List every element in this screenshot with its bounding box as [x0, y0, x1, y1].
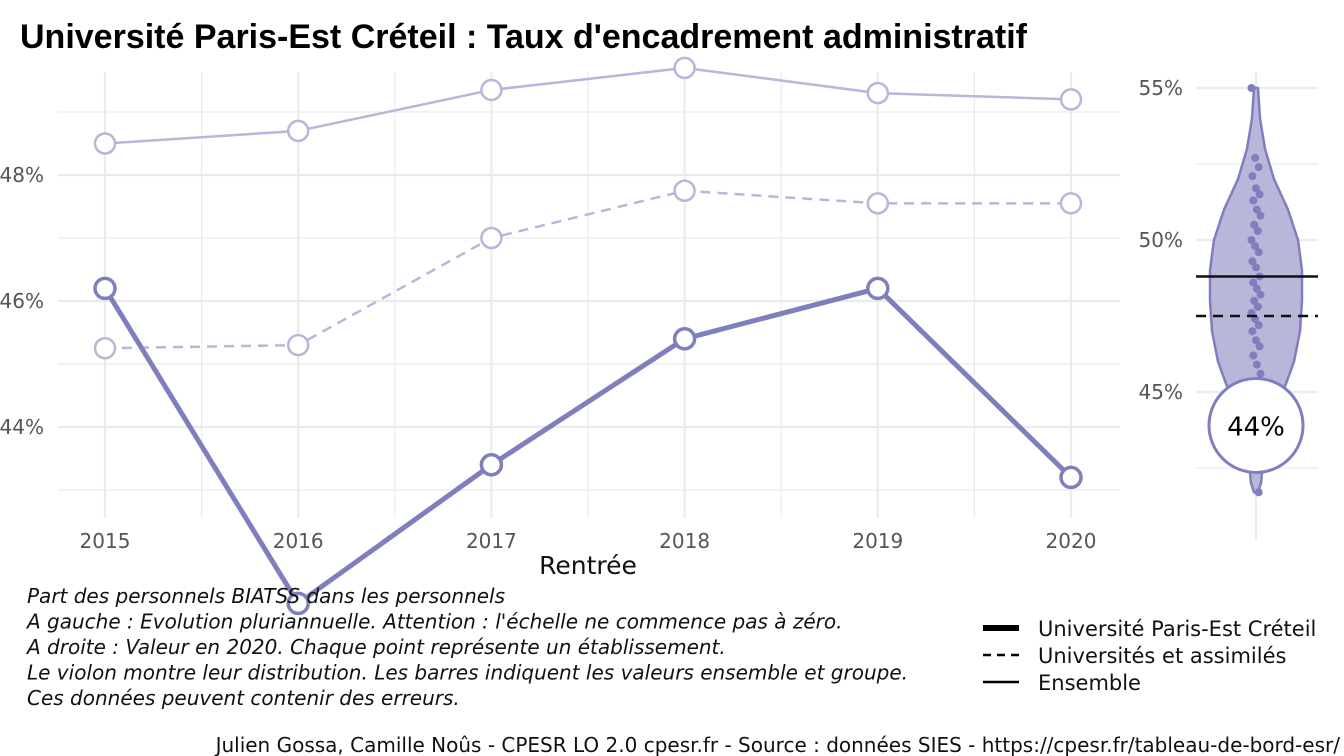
data-point	[866, 192, 890, 215]
violin-point	[1248, 172, 1257, 181]
violin-point	[1247, 84, 1256, 92]
x-tick-label: 2019	[852, 529, 903, 553]
violin-point	[1254, 488, 1263, 497]
highlight-badge	[1207, 376, 1305, 474]
violin-point	[1252, 184, 1260, 193]
left-panel-series	[93, 56, 1083, 616]
violin-plot: 44%	[1196, 84, 1318, 497]
data-point	[673, 179, 696, 202]
chart-title: Université Paris-Est Créteil : Taux d'en…	[20, 18, 1028, 56]
violin-point	[1256, 369, 1265, 378]
data-point	[480, 226, 503, 250]
violin-point	[1252, 360, 1261, 369]
note-line: A gauche : Evolution pluriannuelle. Atte…	[25, 610, 843, 634]
violin-point	[1248, 327, 1257, 336]
note-line: Ces données peuvent contenir des erreurs…	[27, 686, 460, 710]
series-line-1	[104, 189, 1071, 350]
note-line: Part des personnels BIATSS dans les pers…	[27, 584, 505, 608]
violin-point	[1254, 321, 1263, 330]
x-tick-label: 2017	[466, 529, 517, 553]
violin-point	[1254, 163, 1263, 172]
violin-point	[1256, 211, 1265, 220]
data-point	[479, 453, 504, 477]
violin-point	[1255, 342, 1264, 351]
legend-label: Ensemble	[1038, 671, 1141, 695]
y-tick-label: 45%	[1139, 380, 1183, 404]
x-tick-label: 2015	[80, 529, 131, 553]
violin-point	[1251, 153, 1260, 162]
data-point	[286, 119, 310, 143]
data-point	[1059, 88, 1083, 111]
data-point	[480, 78, 503, 102]
violin-point	[1250, 296, 1259, 305]
source-caption: Julien Gossa, Camille Noûs - CPESR LO 2.…	[214, 733, 1341, 756]
x-tick-label: 2018	[659, 529, 710, 553]
data-point	[866, 81, 890, 105]
note-line: A droite : Valeur en 2020. Chaque point …	[25, 635, 726, 659]
x-axis-label: Rentrée	[539, 551, 637, 580]
violin-point	[1252, 263, 1260, 272]
data-point	[93, 276, 117, 301]
violin-point	[1247, 236, 1256, 244]
violin-point	[1248, 257, 1257, 266]
violin-point	[1253, 226, 1262, 235]
y-tick-label: 50%	[1139, 228, 1183, 252]
violin-point	[1249, 278, 1258, 287]
data-point	[1059, 465, 1083, 490]
legend-label: Universités et assimilés	[1038, 644, 1286, 668]
violin-point	[1252, 205, 1261, 214]
data-point	[1059, 192, 1083, 215]
violin-point	[1253, 302, 1262, 311]
series-line-0	[102, 285, 1073, 606]
data-point	[673, 56, 696, 80]
data-point	[93, 337, 117, 360]
violin-point	[1252, 336, 1260, 345]
x-tick-label: 2020	[1046, 529, 1097, 553]
data-point	[672, 327, 697, 351]
x-tick-label: 2016	[273, 529, 324, 553]
series-line-2	[104, 66, 1072, 145]
y-tick-label: 55%	[1139, 76, 1183, 100]
violin-point	[1252, 284, 1261, 293]
data-point	[866, 276, 890, 301]
left-panel-grid	[58, 72, 1120, 518]
y-tick-label: 48%	[0, 163, 44, 187]
violin-point	[1250, 220, 1259, 229]
data-point	[286, 591, 310, 616]
y-tick-label: 44%	[0, 415, 44, 439]
violin-point	[1255, 190, 1264, 199]
violin-point	[1256, 290, 1265, 299]
left-panel-axes: 44% 46% 48% 2015 2016 2017 2018 2019 2020	[0, 163, 1096, 553]
violin-point	[1249, 351, 1258, 360]
legend-label: Université Paris-Est Créteil	[1038, 617, 1316, 641]
y-tick-label: 46%	[0, 289, 44, 313]
data-point	[93, 132, 117, 155]
data-point	[286, 333, 310, 357]
violin-point	[1251, 242, 1260, 251]
notes-block: Part des personnels BIATSS dans les pers…	[25, 584, 908, 710]
violin-point	[1254, 248, 1263, 257]
violin-point	[1249, 196, 1258, 205]
legend: Université Paris-Est Créteil Universités …	[983, 617, 1316, 695]
highlight-value-label: 44%	[1227, 412, 1285, 442]
note-line: Le violon montre leur distribution. Les …	[27, 661, 908, 685]
